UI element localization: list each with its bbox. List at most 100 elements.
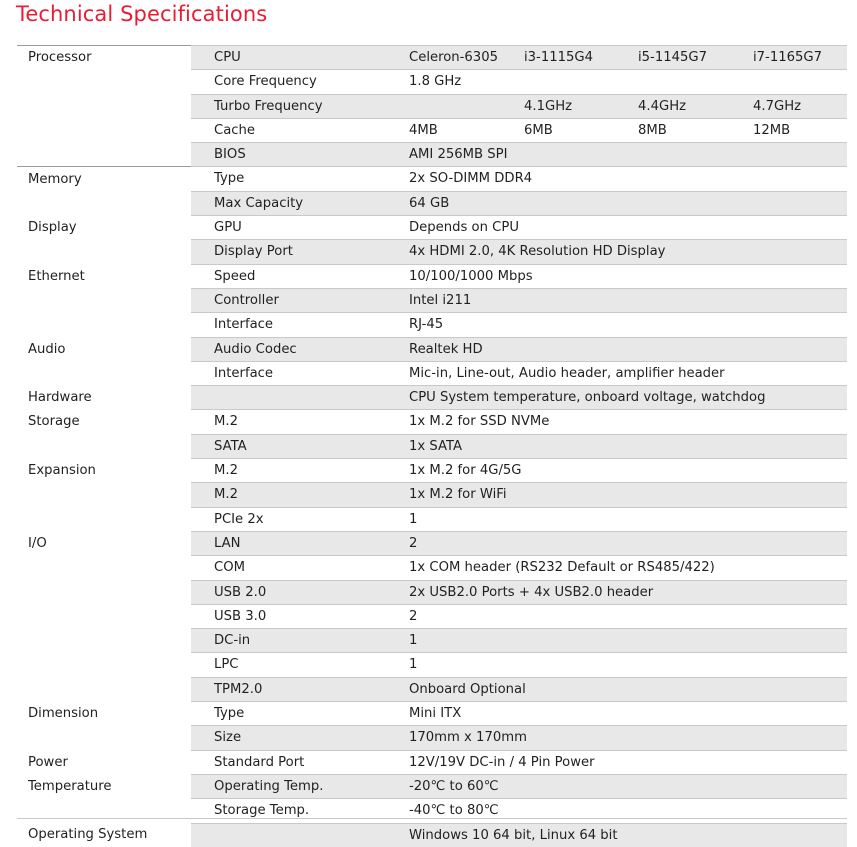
row-label: Controller <box>191 287 399 313</box>
row-value: 1 <box>399 652 847 678</box>
row-label: Interface <box>191 360 399 386</box>
cpu-variant-cell: 4.1GHz <box>524 98 573 114</box>
cpu-variant-cell: i5-1145G7 <box>638 50 707 65</box>
row-category <box>17 288 191 313</box>
row-label: COM <box>191 555 399 581</box>
table-row: Operating System Windows 10 64 bit, Linux… <box>17 822 847 847</box>
table-row: Ethernet Speed 10/100/1000 Mbps <box>17 263 847 289</box>
cpu-variant-cell: i7-1165G7 <box>753 50 822 65</box>
table-row: Storage M.2 1x M.2 for SSD NVMe <box>17 409 847 435</box>
row-value: Mic-in, Line-out, Audio header, amplifie… <box>399 360 847 386</box>
row-label: USB 3.0 <box>191 603 399 629</box>
row-value: 1x SATA <box>399 433 847 459</box>
row-value: 2x USB2.0 Ports + 4x USB2.0 header <box>399 579 847 605</box>
row-label: Storage Temp. <box>191 798 399 823</box>
cpu-variant-grid: 4.1GHz 4.4GHz 4.7GHz <box>409 95 847 118</box>
row-value: AMI 256MB SPI <box>399 142 847 167</box>
row-label: Display Port <box>191 239 399 265</box>
cpu-variant-cell: 6MB <box>524 122 553 138</box>
table-row: PCIe 2x 1 <box>17 506 847 532</box>
cpu-variant-cell: 4.4GHz <box>638 98 687 114</box>
row-category <box>17 191 191 216</box>
table-row: USB 3.0 2 <box>17 603 847 629</box>
row-label: Interface <box>191 312 399 338</box>
table-row: SATA 1x SATA <box>17 433 847 459</box>
row-category <box>17 142 191 167</box>
table-row: Controller Intel i211 <box>17 287 847 313</box>
table-row: Max Capacity 64 GB <box>17 190 847 216</box>
table-row: Audio Audio Codec Realtek HD <box>17 336 847 362</box>
technical-specifications-table: Processor CPU Celeron-6305 i3-1115G4 i5-1145… <box>17 44 847 847</box>
row-label: GPU <box>191 215 399 240</box>
row-label: M.2 <box>191 409 399 435</box>
row-label: Core Frequency <box>191 69 399 95</box>
page-title: Technical Specifications <box>16 2 268 26</box>
table-row: DC-in 1 <box>17 628 847 653</box>
table-row: LPC 1 <box>17 652 847 678</box>
row-value: Windows 10 64 bit, Linux 64 bit <box>399 822 847 847</box>
row-label: Audio Codec <box>191 336 399 362</box>
row-category <box>17 312 191 338</box>
row-value: 1x M.2 for 4G/5G <box>399 458 847 483</box>
row-label: SATA <box>191 433 399 459</box>
table-row: Cache 4MB 6MB 8MB 12MB <box>17 117 847 143</box>
table-row: Interface RJ-45 <box>17 312 847 338</box>
table-bottom-edge <box>17 818 847 822</box>
row-category: Processor <box>17 44 191 70</box>
row-category: Hardware <box>17 385 191 410</box>
row-label: DC-in <box>191 628 399 653</box>
cpu-variant-grid: Celeron-6305 i3-1115G4 i5-1145G7 i7-1165G7 <box>409 47 847 70</box>
table-row: USB 2.0 2x USB2.0 Ports + 4x USB2.0 heade… <box>17 579 847 605</box>
row-value: 64 GB <box>399 190 847 216</box>
row-value: 12V/19V DC-in / 4 Pin Power <box>399 749 847 775</box>
row-value: 4MB 6MB 8MB 12MB <box>399 117 847 143</box>
row-value: 2 <box>399 603 847 629</box>
row-value: Depends on CPU <box>399 215 847 240</box>
row-category <box>17 118 191 143</box>
table-row: Dimension Type Mini ITX <box>17 701 847 726</box>
row-value: 1x M.2 for SSD NVMe <box>399 409 847 435</box>
table-row: I/O LAN 2 <box>17 530 847 556</box>
table-row: Turbo Frequency 4.1GHz 4.4GHz 4.7GHz <box>17 93 847 119</box>
row-value: 1x M.2 for WiFi <box>399 482 847 508</box>
row-category: Dimension <box>17 701 191 726</box>
table-row: Display GPU Depends on CPU <box>17 215 847 240</box>
row-value: Onboard Optional <box>399 676 847 702</box>
row-category <box>17 652 191 678</box>
cpu-variant-cell: 4.7GHz <box>753 98 802 114</box>
row-value: 170mm x 170mm <box>399 725 847 751</box>
row-value: 1 <box>399 506 847 532</box>
table-row: Size 170mm x 170mm <box>17 725 847 751</box>
row-label: Type <box>191 166 399 192</box>
cpu-variant-cell: Celeron-6305 <box>409 50 498 65</box>
row-value: Celeron-6305 i3-1115G4 i5-1145G7 i7-1165G7 <box>399 44 847 70</box>
row-value: Mini ITX <box>399 701 847 726</box>
row-label: PCIe 2x <box>191 506 399 532</box>
row-category: Operating System <box>17 823 191 847</box>
row-label: Standard Port <box>191 749 399 775</box>
row-category <box>17 507 191 532</box>
row-category: Temperature <box>17 774 191 799</box>
row-category <box>17 628 191 653</box>
row-category <box>17 725 191 751</box>
table-row: Memory Type 2x SO-DIMM DDR4 <box>17 166 847 192</box>
table-row: COM 1x COM header (RS232 Default or RS485… <box>17 555 847 581</box>
row-value: CPU System temperature, onboard voltage,… <box>399 385 847 410</box>
table-row: Power Standard Port 12V/19V DC-in / 4 Pin … <box>17 749 847 775</box>
row-category <box>17 677 191 702</box>
row-label: CPU <box>191 44 399 70</box>
spec-table-body: Processor CPU Celeron-6305 i3-1115G4 i5-1145… <box>17 44 847 847</box>
table-row: BIOS AMI 256MB SPI <box>17 142 847 167</box>
table-row: Processor CPU Celeron-6305 i3-1115G4 i5-1145… <box>17 44 847 70</box>
row-category: Ethernet <box>17 264 191 289</box>
table-row: Expansion M.2 1x M.2 for 4G/5G <box>17 458 847 483</box>
row-label <box>191 385 399 410</box>
row-label: USB 2.0 <box>191 579 399 605</box>
row-category <box>17 361 191 386</box>
spec-sheet-page: Technical Specifications Processor CPU Cel… <box>16 2 847 847</box>
row-label: Speed <box>191 263 399 289</box>
row-value: 4x HDMI 2.0, 4K Resolution HD Display <box>399 239 847 265</box>
row-label: BIOS <box>191 142 399 167</box>
cpu-variant-grid: 4MB 6MB 8MB 12MB <box>409 119 847 142</box>
row-label: LPC <box>191 652 399 678</box>
